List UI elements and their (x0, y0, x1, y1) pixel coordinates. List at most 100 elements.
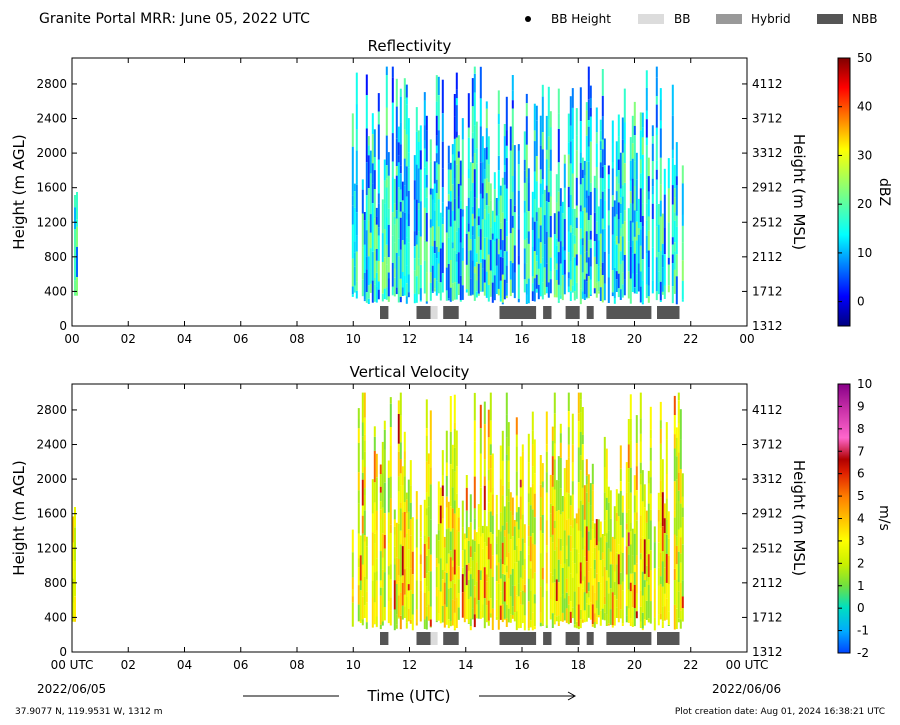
x-tick-label: 04 (177, 332, 192, 346)
legend-label: NBB (852, 12, 877, 26)
arrow-head-icon (567, 691, 577, 701)
y-tick-label: 2800 (36, 77, 67, 91)
y-tick-label: 2000 (36, 146, 67, 160)
echo-image (72, 392, 684, 631)
precip-bar-nbb (380, 306, 389, 319)
y-tick-label: 800 (44, 576, 67, 590)
y2-tick-label: 2112 (752, 576, 783, 590)
velocity-panel: Vertical Velocity 0 1312 400 1 7 12 800 2112 1200… (10, 363, 892, 672)
y-tick-label: 1600 (36, 507, 67, 521)
legend-swatch-bb (638, 14, 664, 24)
colorbar-tick-label: -1 (857, 624, 869, 638)
colorbar-tick-label: 2 (857, 556, 865, 570)
y-tick-label: 0 (59, 645, 67, 659)
y-tick-label: 800 (44, 250, 67, 264)
colorbar-tick-label: 9 (857, 399, 865, 413)
panel-title: Vertical Velocity (350, 363, 470, 381)
x-tick-label: 22 (683, 332, 698, 346)
colorbar (837, 57, 851, 327)
x-tick-label: 00 UTC (51, 658, 94, 672)
y2-tick-label: 2112 (752, 250, 783, 264)
y2-tick-label: 1312 (752, 319, 783, 333)
y-axis-label: Height (m AGL) (10, 134, 28, 249)
y2-tick-label: 2912 (752, 181, 783, 195)
precip-bar-nbb (657, 632, 680, 645)
colorbar-tick-label: 6 (857, 467, 865, 481)
precip-type-bars (380, 632, 680, 645)
colorbar-tick-label: 0 (857, 295, 865, 309)
x-tick-label: 14 (458, 332, 473, 346)
y2-axis-label: Height (m MSL) (790, 134, 808, 250)
y-tick-label: 1200 (36, 215, 67, 229)
colorbar-tick-label: 40 (857, 100, 872, 114)
y2-tick-label: 1312 (752, 645, 783, 659)
creation-date-text: Plot creation date: Aug 01, 2024 16:38:2… (675, 707, 885, 717)
x-tick-label: 00 (739, 332, 754, 346)
x-tick-label: 02 (121, 332, 136, 346)
x-tick-label: 10 (346, 658, 361, 672)
y-tick-label: 1600 (36, 181, 67, 195)
colorbar-tick-label: 3 (857, 534, 865, 548)
x-tick-label: 02 (121, 658, 136, 672)
y-tick-label: 2400 (36, 438, 67, 452)
y-tick-label: 400 (44, 610, 67, 624)
precip-bar-nbb (499, 632, 537, 645)
precip-bar-nbb (543, 632, 552, 645)
y-axis-label: Height (m AGL) (10, 460, 28, 575)
precip-type-bars (380, 306, 680, 319)
legend-label: BB (674, 12, 690, 26)
colorbar-tick-label: 8 (857, 422, 865, 436)
colorbar-tick-label: 20 (857, 197, 872, 211)
legend-label: Hybrid (751, 12, 791, 26)
precip-bar-nbb (499, 306, 537, 319)
y2-tick-label: 2512 (752, 215, 783, 229)
x-tick-label: 18 (571, 658, 586, 672)
x-tick-label: 12 (402, 332, 417, 346)
precip-bar-bb (430, 306, 438, 319)
colorbar-tick-label: 10 (857, 377, 872, 391)
x-tick-label: 08 (289, 658, 304, 672)
colorbar-tick-label: 7 (857, 444, 865, 458)
precip-bar-nbb (565, 306, 580, 319)
y2-tick-label: 4112 (752, 77, 783, 91)
x-tick-label: 00 (64, 332, 79, 346)
panel-title: Reflectivity (368, 37, 452, 55)
precip-bar-nbb (606, 306, 652, 319)
y2-tick-label: 2912 (752, 507, 783, 521)
precip-bar-nbb (416, 632, 431, 645)
colorbar-label: m/s (876, 505, 892, 531)
colorbar-tick-label: 30 (857, 148, 872, 162)
x-tick-label: 04 (177, 658, 192, 672)
colorbar-tick-label: 5 (857, 489, 865, 503)
y-tick-label: 0 (59, 319, 67, 333)
colorbar-tick-label: 1 (857, 579, 865, 593)
precip-bar-nbb (606, 632, 652, 645)
precip-bar-nbb (443, 306, 459, 319)
y-tick-label: 400 (44, 284, 67, 298)
x-tick-label: 20 (627, 332, 642, 346)
x-tick-label: 12 (402, 658, 417, 672)
precip-bar-nbb (380, 632, 389, 645)
colorbar-tick-label: 0 (857, 601, 865, 615)
precip-bar-nbb (565, 632, 580, 645)
y2-tick-label: 3312 (752, 472, 783, 486)
legend-swatch-hybrid (716, 14, 742, 24)
y-tick-label: 2000 (36, 472, 67, 486)
location-text: 37.9077 N, 119.9531 W, 1312 m (15, 707, 163, 717)
precip-bar-nbb (657, 306, 680, 319)
x-tick-label: 20 (627, 658, 642, 672)
colorbar-tick-label: -2 (857, 646, 869, 660)
figure-title: Granite Portal MRR: June 05, 2022 UTC (39, 11, 310, 27)
x-tick-label: 08 (289, 332, 304, 346)
colorbar-tick-label: 4 (857, 512, 865, 526)
y-tick-label: 1200 (36, 541, 67, 555)
end-date-label: 2022/06/06 (712, 682, 781, 696)
colorbar-label: dBZ (876, 178, 892, 206)
precip-type-legend: BB Height BB Hybrid NBB (525, 12, 877, 26)
y2-tick-label: 3312 (752, 146, 783, 160)
y2-tick-label: 3712 (752, 112, 783, 126)
legend-swatch-nbb (817, 14, 843, 24)
x-tick-label: 10 (346, 332, 361, 346)
echo-image (74, 66, 684, 305)
